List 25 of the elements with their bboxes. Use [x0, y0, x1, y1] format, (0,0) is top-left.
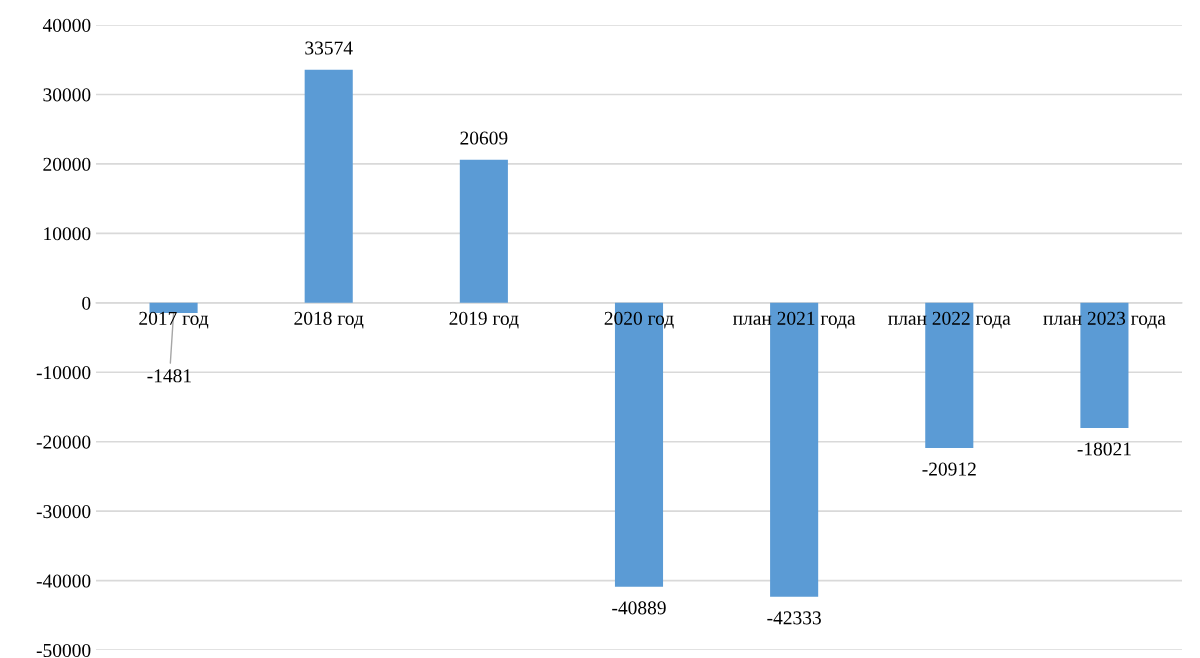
y-tick-label: 0 — [82, 296, 91, 310]
bar — [770, 302, 819, 597]
y-tick-label: -10000 — [36, 366, 91, 380]
bar — [459, 159, 508, 303]
data-label: 33574 — [305, 41, 353, 55]
y-tick-label: 10000 — [44, 227, 91, 241]
bar — [925, 302, 974, 449]
data-label: -42333 — [767, 611, 821, 625]
y-tick-label: -30000 — [36, 505, 91, 519]
x-tick-label: 2017 год — [139, 311, 209, 329]
bar — [1080, 302, 1129, 428]
data-label: -1481 — [147, 369, 191, 383]
data-label: -40889 — [612, 601, 666, 615]
y-tick-label: 20000 — [43, 157, 91, 171]
data-label: 20609 — [460, 131, 508, 145]
x-tick-label: 2019 год — [449, 311, 519, 329]
y-tick-label: -20000 — [36, 435, 91, 449]
x-tick-label: 2018 год — [294, 311, 364, 329]
bar — [304, 69, 353, 303]
data-label: -20912 — [922, 462, 976, 476]
y-tick-label: 30000 — [43, 88, 91, 102]
y-tick-label: -50000 — [36, 643, 91, 658]
y-tick-label: 40000 — [42, 18, 91, 32]
y-tick-label: -40000 — [36, 574, 91, 588]
data-label: -18021 — [1077, 442, 1131, 456]
